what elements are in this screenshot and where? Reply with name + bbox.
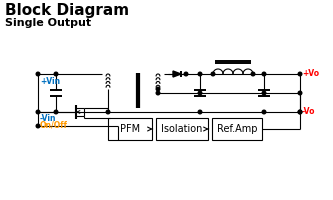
Text: PFM: PFM: [120, 124, 140, 134]
Circle shape: [54, 110, 58, 114]
Circle shape: [251, 72, 255, 76]
Circle shape: [106, 110, 110, 114]
Text: On/Off: On/Off: [40, 121, 68, 130]
Text: Single Output: Single Output: [5, 18, 91, 28]
Text: -Vo: -Vo: [302, 108, 315, 116]
Circle shape: [298, 110, 302, 114]
Circle shape: [156, 87, 160, 91]
Circle shape: [298, 72, 302, 76]
Circle shape: [36, 110, 40, 114]
Text: +Vo: +Vo: [302, 70, 319, 78]
Circle shape: [298, 91, 302, 95]
Circle shape: [54, 72, 58, 76]
Text: Isolation: Isolation: [161, 124, 203, 134]
Text: Block Diagram: Block Diagram: [5, 3, 129, 18]
Text: +Vin: +Vin: [40, 77, 60, 86]
Circle shape: [36, 124, 40, 128]
Text: -Vin: -Vin: [40, 114, 57, 123]
Circle shape: [198, 72, 202, 76]
Circle shape: [184, 72, 188, 76]
Circle shape: [36, 72, 40, 76]
Circle shape: [298, 110, 302, 114]
Circle shape: [262, 91, 266, 95]
Polygon shape: [173, 71, 181, 77]
Circle shape: [262, 110, 266, 114]
Circle shape: [198, 110, 202, 114]
Circle shape: [156, 91, 160, 95]
Circle shape: [211, 72, 215, 76]
Bar: [212, 118, 262, 140]
Circle shape: [262, 72, 266, 76]
Text: Ref.Amp: Ref.Amp: [217, 124, 257, 134]
Bar: [156, 118, 208, 140]
Circle shape: [198, 91, 202, 95]
Bar: [108, 118, 152, 140]
